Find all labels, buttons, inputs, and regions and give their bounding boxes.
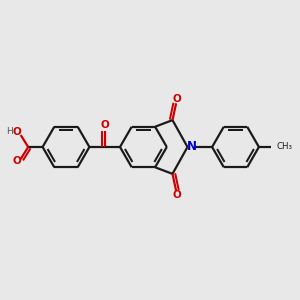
Text: O: O (173, 94, 182, 104)
Text: H: H (6, 128, 13, 136)
Text: N: N (186, 140, 197, 154)
Text: CH₃: CH₃ (277, 142, 293, 151)
Text: O: O (173, 190, 182, 200)
Text: O: O (100, 120, 109, 130)
Text: O: O (12, 156, 21, 167)
Text: O: O (12, 127, 21, 137)
